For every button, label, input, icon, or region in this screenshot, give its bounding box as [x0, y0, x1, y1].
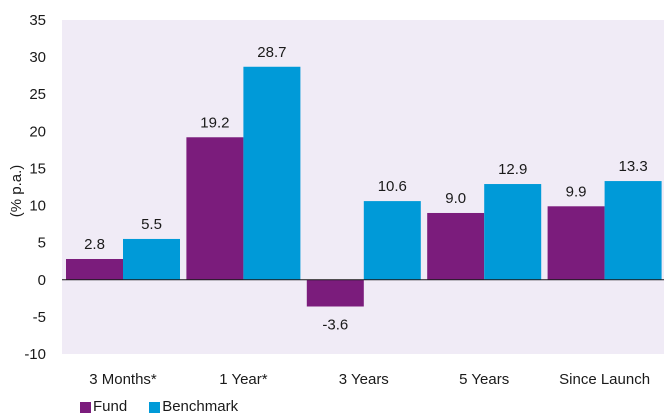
data-label-benchmark: 12.9	[498, 161, 527, 178]
x-tick-label: 5 Years	[459, 371, 509, 388]
bar-benchmark	[363, 201, 421, 280]
y-tick-label: 10	[29, 198, 46, 215]
data-label-benchmark: 5.5	[141, 216, 162, 233]
bar-benchmark	[484, 184, 542, 280]
y-tick-label: 20	[29, 123, 46, 140]
bar-fund	[306, 279, 364, 307]
y-tick-label: 0	[38, 272, 46, 289]
data-label-fund: 9.9	[566, 183, 587, 200]
y-tick-label: -5	[33, 309, 46, 326]
y-tick-label: 30	[29, 49, 46, 66]
bar-benchmark	[604, 181, 662, 280]
bar-fund	[66, 258, 123, 280]
data-label-benchmark: 28.7	[257, 44, 286, 61]
x-axis: 3 Months* 1 Year* 3 Years 5 Years Since Laun…	[89, 371, 650, 388]
legend-item-fund: Fund	[80, 397, 127, 417]
bar-benchmark	[243, 66, 301, 280]
y-axis: 35 30 25 20 15 10 5 0 -5 -10	[24, 12, 46, 363]
y-axis-label: (% p.a.)	[8, 165, 25, 218]
y-tick-label: -10	[24, 346, 46, 363]
data-labels: 2.8 19.2 -3.6 9.0 9.9 5.5 28.7 10.6 12.9 13.3	[84, 44, 648, 334]
y-tick-label: 35	[29, 12, 46, 29]
data-label-benchmark: 13.3	[618, 158, 647, 175]
x-tick-label: 3 Months*	[89, 371, 157, 388]
legend-swatch-benchmark	[149, 401, 161, 413]
data-label-fund: 2.8	[84, 236, 105, 253]
data-label-fund: 9.0	[445, 190, 466, 207]
bars	[66, 66, 662, 307]
data-label-fund: -3.6	[322, 316, 348, 333]
y-tick-label: 15	[29, 160, 46, 177]
bar-fund	[427, 212, 485, 280]
legend: Fund Benchmark	[80, 397, 238, 417]
bar-fund	[186, 137, 244, 280]
x-tick-label: 1 Year*	[219, 371, 268, 388]
x-tick-label: Since Launch	[559, 371, 650, 388]
y-tick-label: 5	[38, 235, 46, 252]
data-label-fund: 19.2	[200, 114, 229, 131]
legend-label-benchmark: Benchmark	[162, 398, 239, 415]
legend-label-fund: Fund	[93, 398, 128, 415]
bar-fund	[547, 206, 605, 280]
x-tick-label: 3 Years	[339, 371, 389, 388]
data-label-benchmark: 10.6	[378, 178, 407, 195]
legend-item-benchmark: Benchmark	[149, 397, 238, 417]
legend-swatch-fund	[80, 401, 91, 413]
y-tick-label: 25	[29, 86, 46, 103]
bar-benchmark	[123, 238, 180, 280]
